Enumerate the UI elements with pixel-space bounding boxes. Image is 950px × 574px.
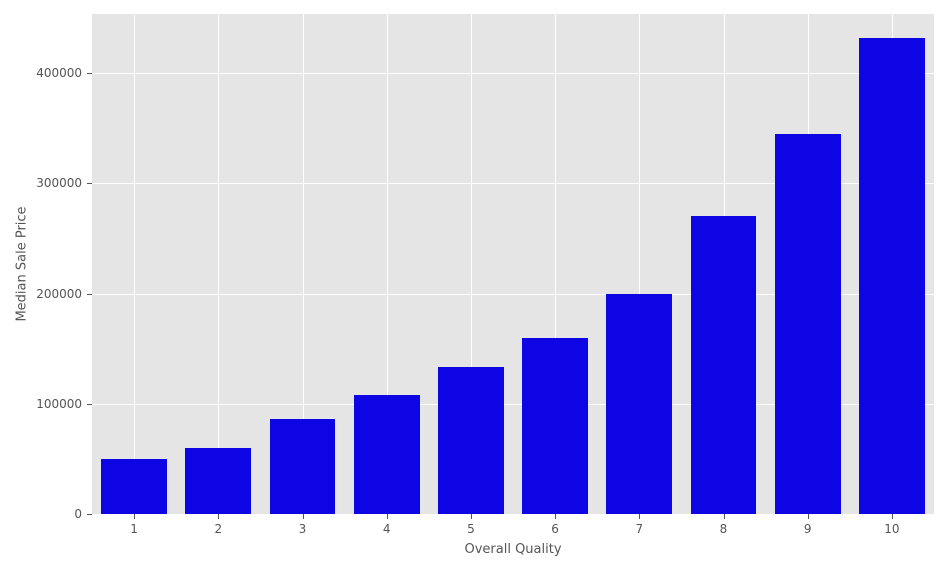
x-tick-mark [808,514,809,519]
plot-area [92,14,934,514]
bar [185,448,251,514]
y-tick-label: 200000 [36,287,82,301]
y-tick-mark [87,514,92,515]
x-tick-mark [892,514,893,519]
bar [775,134,841,514]
y-tick-mark [87,183,92,184]
bar [522,338,588,514]
y-tick-label: 0 [74,507,82,521]
x-tick-label: 3 [299,522,307,536]
bar-chart: Median Sale Price Overall Quality 0 10000… [0,0,950,574]
x-tick-label: 5 [467,522,475,536]
x-tick-label: 1 [130,522,138,536]
bar [606,294,672,514]
x-tick-mark [303,514,304,519]
y-tick-mark [87,294,92,295]
x-tick-label: 4 [383,522,391,536]
y-axis-label: Median Sale Price [15,206,30,321]
y-tick-mark [87,73,92,74]
x-tick-mark [471,514,472,519]
x-tick-label: 8 [720,522,728,536]
bar [101,459,167,514]
x-tick-mark [555,514,556,519]
bar [691,216,757,514]
bar [438,367,504,514]
grid-line-vertical [218,14,219,514]
y-tick-label: 300000 [36,176,82,190]
y-tick-label: 100000 [36,397,82,411]
y-tick-mark [87,404,92,405]
x-axis-label: Overall Quality [464,542,561,557]
x-tick-label: 6 [551,522,559,536]
bar [354,395,420,514]
grid-line-vertical [134,14,135,514]
bar [270,419,336,514]
x-tick-mark [639,514,640,519]
x-tick-mark [387,514,388,519]
x-tick-mark [134,514,135,519]
x-tick-mark [218,514,219,519]
x-tick-label: 7 [635,522,643,536]
x-tick-mark [724,514,725,519]
x-tick-label: 10 [884,522,899,536]
y-tick-label: 400000 [36,66,82,80]
bar [859,38,925,514]
x-tick-label: 2 [214,522,222,536]
x-tick-label: 9 [804,522,812,536]
